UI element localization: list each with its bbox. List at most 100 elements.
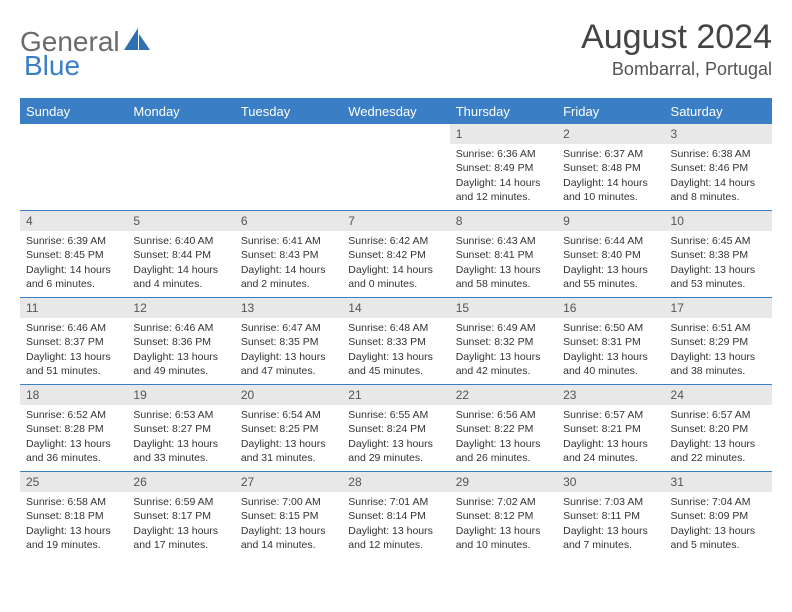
day-data: Sunrise: 6:50 AMSunset: 8:31 PMDaylight:… — [557, 318, 664, 382]
day-data: Sunrise: 6:40 AMSunset: 8:44 PMDaylight:… — [127, 231, 234, 295]
sunrise-line: Sunrise: 6:49 AM — [456, 321, 551, 335]
day-data: Sunrise: 6:42 AMSunset: 8:42 PMDaylight:… — [342, 231, 449, 295]
daylight-line: Daylight: 13 hours and 49 minutes. — [133, 350, 228, 378]
day-data: Sunrise: 7:01 AMSunset: 8:14 PMDaylight:… — [342, 492, 449, 556]
day-cell: 25Sunrise: 6:58 AMSunset: 8:18 PMDayligh… — [20, 472, 127, 558]
sunrise-line: Sunrise: 6:56 AM — [456, 408, 551, 422]
daylight-line: Daylight: 13 hours and 33 minutes. — [133, 437, 228, 465]
sunset-line: Sunset: 8:25 PM — [241, 422, 336, 436]
day-cell: . — [342, 124, 449, 210]
day-number: 16 — [557, 298, 664, 318]
sunrise-line: Sunrise: 6:37 AM — [563, 147, 658, 161]
daylight-line: Daylight: 13 hours and 31 minutes. — [241, 437, 336, 465]
day-number: 9 — [557, 211, 664, 231]
day-number: 20 — [235, 385, 342, 405]
day-cell: 2Sunrise: 6:37 AMSunset: 8:48 PMDaylight… — [557, 124, 664, 210]
daylight-line: Daylight: 13 hours and 47 minutes. — [241, 350, 336, 378]
daylight-line: Daylight: 13 hours and 10 minutes. — [456, 524, 551, 552]
day-number: 17 — [665, 298, 772, 318]
day-data: Sunrise: 7:02 AMSunset: 8:12 PMDaylight:… — [450, 492, 557, 556]
day-data: Sunrise: 6:45 AMSunset: 8:38 PMDaylight:… — [665, 231, 772, 295]
sunset-line: Sunset: 8:40 PM — [563, 248, 658, 262]
day-data: Sunrise: 7:04 AMSunset: 8:09 PMDaylight:… — [665, 492, 772, 556]
day-cell: 22Sunrise: 6:56 AMSunset: 8:22 PMDayligh… — [450, 385, 557, 471]
sunrise-line: Sunrise: 6:47 AM — [241, 321, 336, 335]
daylight-line: Daylight: 14 hours and 0 minutes. — [348, 263, 443, 291]
daylight-line: Daylight: 13 hours and 42 minutes. — [456, 350, 551, 378]
day-number: 27 — [235, 472, 342, 492]
sunset-line: Sunset: 8:20 PM — [671, 422, 766, 436]
day-cell: 28Sunrise: 7:01 AMSunset: 8:14 PMDayligh… — [342, 472, 449, 558]
sunrise-line: Sunrise: 6:57 AM — [563, 408, 658, 422]
day-cell: 19Sunrise: 6:53 AMSunset: 8:27 PMDayligh… — [127, 385, 234, 471]
day-cell: 5Sunrise: 6:40 AMSunset: 8:44 PMDaylight… — [127, 211, 234, 297]
sunrise-line: Sunrise: 6:39 AM — [26, 234, 121, 248]
sunrise-line: Sunrise: 6:42 AM — [348, 234, 443, 248]
week-row: 4Sunrise: 6:39 AMSunset: 8:45 PMDaylight… — [20, 210, 772, 297]
daylight-line: Daylight: 13 hours and 38 minutes. — [671, 350, 766, 378]
day-data: Sunrise: 6:37 AMSunset: 8:48 PMDaylight:… — [557, 144, 664, 208]
day-cell: 24Sunrise: 6:57 AMSunset: 8:20 PMDayligh… — [665, 385, 772, 471]
weekday-header: Saturday — [665, 100, 772, 123]
sunset-line: Sunset: 8:11 PM — [563, 509, 658, 523]
sunset-line: Sunset: 8:33 PM — [348, 335, 443, 349]
day-data: Sunrise: 7:00 AMSunset: 8:15 PMDaylight:… — [235, 492, 342, 556]
day-number: 12 — [127, 298, 234, 318]
daylight-line: Daylight: 14 hours and 10 minutes. — [563, 176, 658, 204]
day-number: 15 — [450, 298, 557, 318]
sunset-line: Sunset: 8:28 PM — [26, 422, 121, 436]
day-number: 22 — [450, 385, 557, 405]
day-data: Sunrise: 6:52 AMSunset: 8:28 PMDaylight:… — [20, 405, 127, 469]
sunset-line: Sunset: 8:42 PM — [348, 248, 443, 262]
daylight-line: Daylight: 13 hours and 29 minutes. — [348, 437, 443, 465]
sunset-line: Sunset: 8:32 PM — [456, 335, 551, 349]
day-cell: 6Sunrise: 6:41 AMSunset: 8:43 PMDaylight… — [235, 211, 342, 297]
day-data: Sunrise: 6:53 AMSunset: 8:27 PMDaylight:… — [127, 405, 234, 469]
day-number: 26 — [127, 472, 234, 492]
weekday-header: Friday — [557, 100, 664, 123]
daylight-line: Daylight: 13 hours and 45 minutes. — [348, 350, 443, 378]
day-cell: 23Sunrise: 6:57 AMSunset: 8:21 PMDayligh… — [557, 385, 664, 471]
daylight-line: Daylight: 13 hours and 55 minutes. — [563, 263, 658, 291]
day-data: Sunrise: 6:58 AMSunset: 8:18 PMDaylight:… — [20, 492, 127, 556]
title-block: August 2024 Bombarral, Portugal — [581, 18, 772, 80]
weekday-header: Sunday — [20, 100, 127, 123]
day-cell: 18Sunrise: 6:52 AMSunset: 8:28 PMDayligh… — [20, 385, 127, 471]
day-data: Sunrise: 6:47 AMSunset: 8:35 PMDaylight:… — [235, 318, 342, 382]
sunrise-line: Sunrise: 6:55 AM — [348, 408, 443, 422]
day-number: 28 — [342, 472, 449, 492]
daylight-line: Daylight: 13 hours and 26 minutes. — [456, 437, 551, 465]
day-number: 18 — [20, 385, 127, 405]
daylight-line: Daylight: 13 hours and 53 minutes. — [671, 263, 766, 291]
daylight-line: Daylight: 13 hours and 51 minutes. — [26, 350, 121, 378]
brand-word-2: Blue — [24, 50, 80, 81]
day-number: 14 — [342, 298, 449, 318]
day-cell: 27Sunrise: 7:00 AMSunset: 8:15 PMDayligh… — [235, 472, 342, 558]
page-title: August 2024 — [581, 18, 772, 57]
sunset-line: Sunset: 8:45 PM — [26, 248, 121, 262]
day-data: Sunrise: 6:57 AMSunset: 8:21 PMDaylight:… — [557, 405, 664, 469]
day-cell: . — [127, 124, 234, 210]
sunset-line: Sunset: 8:43 PM — [241, 248, 336, 262]
day-cell: 15Sunrise: 6:49 AMSunset: 8:32 PMDayligh… — [450, 298, 557, 384]
day-cell: 13Sunrise: 6:47 AMSunset: 8:35 PMDayligh… — [235, 298, 342, 384]
sunrise-line: Sunrise: 6:51 AM — [671, 321, 766, 335]
day-data: Sunrise: 6:36 AMSunset: 8:49 PMDaylight:… — [450, 144, 557, 208]
sunset-line: Sunset: 8:31 PM — [563, 335, 658, 349]
daylight-line: Daylight: 13 hours and 22 minutes. — [671, 437, 766, 465]
sunrise-line: Sunrise: 6:53 AM — [133, 408, 228, 422]
sunset-line: Sunset: 8:44 PM — [133, 248, 228, 262]
day-number: 11 — [20, 298, 127, 318]
daylight-line: Daylight: 13 hours and 5 minutes. — [671, 524, 766, 552]
sunset-line: Sunset: 8:17 PM — [133, 509, 228, 523]
daylight-line: Daylight: 14 hours and 12 minutes. — [456, 176, 551, 204]
day-number: 19 — [127, 385, 234, 405]
day-data: Sunrise: 6:46 AMSunset: 8:36 PMDaylight:… — [127, 318, 234, 382]
day-number: 7 — [342, 211, 449, 231]
day-data: Sunrise: 6:49 AMSunset: 8:32 PMDaylight:… — [450, 318, 557, 382]
sunrise-line: Sunrise: 7:00 AM — [241, 495, 336, 509]
daylight-line: Daylight: 14 hours and 2 minutes. — [241, 263, 336, 291]
day-cell: . — [235, 124, 342, 210]
day-cell: 1Sunrise: 6:36 AMSunset: 8:49 PMDaylight… — [450, 124, 557, 210]
day-number: 13 — [235, 298, 342, 318]
